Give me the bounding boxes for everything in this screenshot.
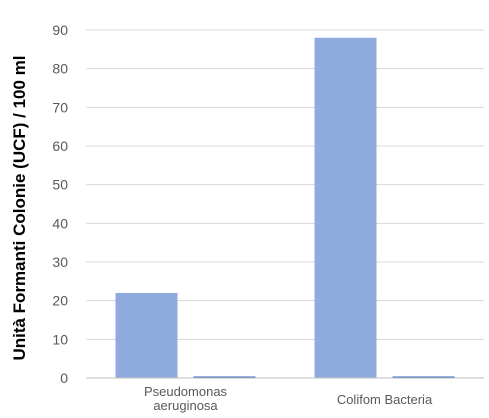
y-axis-title: Unità Formanti Colonie (UCF) / 100 ml bbox=[10, 55, 29, 360]
bars bbox=[115, 37, 455, 378]
bar-0-series-0 bbox=[115, 292, 178, 378]
y-axis-tick-labels: 0 10 20 30 40 50 60 70 80 90 bbox=[52, 22, 68, 386]
bar-0-series-1 bbox=[193, 376, 256, 378]
x-category-label-line: aeruginosa bbox=[153, 398, 218, 413]
y-tick-label-70: 70 bbox=[52, 99, 68, 115]
y-tick-label-0: 0 bbox=[60, 370, 68, 386]
x-category-label-1: Colifom Bacteria bbox=[337, 392, 433, 407]
y-tick-label-60: 60 bbox=[52, 138, 68, 154]
y-tick-label-20: 20 bbox=[52, 293, 68, 309]
x-category-label-line: Colifom Bacteria bbox=[337, 392, 433, 407]
y-tick-label-30: 30 bbox=[52, 254, 68, 270]
y-tick-label-40: 40 bbox=[52, 215, 68, 231]
y-tick-label-50: 50 bbox=[52, 177, 68, 193]
bar-1-series-1 bbox=[392, 376, 455, 378]
x-axis-category-labels: Pseudomonas aeruginosa Colifom Bacteria bbox=[144, 384, 433, 413]
y-tick-label-80: 80 bbox=[52, 61, 68, 77]
bar-1-series-0 bbox=[314, 37, 377, 378]
y-tick-label-10: 10 bbox=[52, 331, 68, 347]
y-tick-label-90: 90 bbox=[52, 22, 68, 38]
x-category-label-line: Pseudomonas bbox=[144, 384, 228, 399]
x-category-label-0: Pseudomonas aeruginosa bbox=[144, 384, 228, 413]
